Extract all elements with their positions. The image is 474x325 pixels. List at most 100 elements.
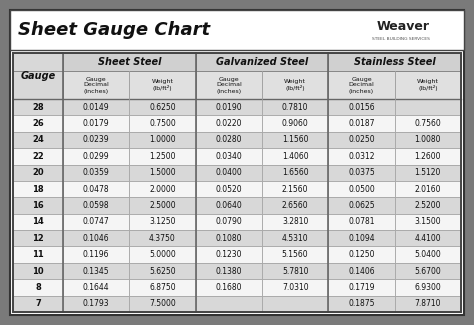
Bar [395, 148, 461, 164]
Text: 0.1644: 0.1644 [83, 283, 109, 292]
Text: 3.1250: 3.1250 [149, 217, 176, 227]
Bar [13, 181, 63, 197]
Bar [328, 99, 395, 115]
Text: 0.6250: 0.6250 [149, 103, 176, 112]
Bar [262, 71, 328, 99]
Text: Sheet Steel: Sheet Steel [98, 57, 161, 67]
Bar [262, 181, 328, 197]
Bar [328, 230, 395, 246]
Text: 22: 22 [32, 152, 44, 161]
Text: Weight
(lb/ft²): Weight (lb/ft²) [284, 79, 306, 91]
Text: 0.1719: 0.1719 [348, 283, 375, 292]
Text: 0.1406: 0.1406 [348, 266, 375, 276]
Bar [328, 296, 395, 312]
Text: 0.0250: 0.0250 [348, 136, 375, 144]
Text: 0.0598: 0.0598 [83, 201, 109, 210]
Text: 1.2500: 1.2500 [149, 152, 176, 161]
Bar [262, 214, 328, 230]
Text: 0.7560: 0.7560 [414, 119, 441, 128]
Bar [63, 263, 129, 279]
Text: 1.5120: 1.5120 [415, 168, 441, 177]
Bar [328, 197, 395, 214]
Text: 0.1250: 0.1250 [348, 250, 375, 259]
Bar [262, 164, 328, 181]
Text: 0.1230: 0.1230 [216, 250, 242, 259]
Bar [13, 53, 63, 99]
Bar [395, 132, 461, 148]
Bar [13, 214, 63, 230]
Bar [328, 115, 395, 132]
Bar [395, 263, 461, 279]
Text: 8: 8 [35, 283, 41, 292]
Text: 5.6700: 5.6700 [414, 266, 441, 276]
Bar [262, 246, 328, 263]
Text: 0.1046: 0.1046 [83, 234, 109, 243]
Text: 1.5000: 1.5000 [149, 168, 176, 177]
Bar [196, 230, 262, 246]
Text: 1.0080: 1.0080 [415, 136, 441, 144]
Bar [129, 197, 196, 214]
Bar [262, 279, 328, 296]
Text: 1.6560: 1.6560 [282, 168, 309, 177]
Text: 1.0000: 1.0000 [149, 136, 176, 144]
Bar [395, 181, 461, 197]
Text: 0.0239: 0.0239 [83, 136, 109, 144]
Bar [395, 71, 461, 99]
Text: 0.0156: 0.0156 [348, 103, 375, 112]
Text: 4.3750: 4.3750 [149, 234, 176, 243]
Text: 0.1094: 0.1094 [348, 234, 375, 243]
Bar [328, 71, 395, 99]
Bar [13, 263, 63, 279]
Bar [196, 148, 262, 164]
Text: 0.1793: 0.1793 [83, 299, 109, 308]
Text: 0.0299: 0.0299 [83, 152, 109, 161]
Text: 6.8750: 6.8750 [149, 283, 176, 292]
Bar [395, 230, 461, 246]
Bar [13, 115, 63, 132]
Bar [129, 230, 196, 246]
Bar [196, 263, 262, 279]
Text: 2.0000: 2.0000 [149, 185, 176, 194]
Bar [63, 148, 129, 164]
Bar [13, 148, 63, 164]
Text: 2.6560: 2.6560 [282, 201, 309, 210]
Bar [13, 279, 63, 296]
Text: 3.2810: 3.2810 [282, 217, 309, 227]
Text: 0.7500: 0.7500 [149, 119, 176, 128]
Text: 0.1680: 0.1680 [216, 283, 242, 292]
Bar [395, 214, 461, 230]
Bar [63, 214, 129, 230]
Text: 0.0149: 0.0149 [83, 103, 109, 112]
Bar [63, 115, 129, 132]
Text: 0.1345: 0.1345 [83, 266, 109, 276]
Text: 14: 14 [32, 217, 44, 227]
Bar [129, 71, 196, 99]
Text: Stainless Steel: Stainless Steel [354, 57, 436, 67]
Text: 5.0400: 5.0400 [414, 250, 441, 259]
Text: 0.7810: 0.7810 [282, 103, 309, 112]
Text: 2.0160: 2.0160 [415, 185, 441, 194]
Text: 0.0747: 0.0747 [83, 217, 109, 227]
Text: 6.9300: 6.9300 [414, 283, 441, 292]
Bar [129, 164, 196, 181]
Text: Gauge: Gauge [20, 71, 55, 81]
Text: STEEL BUILDING SERVICES: STEEL BUILDING SERVICES [372, 37, 430, 41]
Bar [129, 263, 196, 279]
Text: 4.5310: 4.5310 [282, 234, 309, 243]
Text: 18: 18 [32, 185, 44, 194]
Bar [129, 296, 196, 312]
Bar [13, 164, 63, 181]
Text: 3.1500: 3.1500 [415, 217, 441, 227]
Bar [262, 296, 328, 312]
Bar [395, 197, 461, 214]
Bar [328, 132, 395, 148]
Text: 4.4100: 4.4100 [415, 234, 441, 243]
Text: 0.0781: 0.0781 [348, 217, 375, 227]
Text: 5.1560: 5.1560 [282, 250, 309, 259]
Text: 0.1380: 0.1380 [216, 266, 242, 276]
Bar [13, 246, 63, 263]
Text: 0.9060: 0.9060 [282, 119, 309, 128]
Text: 20: 20 [32, 168, 44, 177]
Bar [328, 164, 395, 181]
Bar [196, 99, 262, 115]
